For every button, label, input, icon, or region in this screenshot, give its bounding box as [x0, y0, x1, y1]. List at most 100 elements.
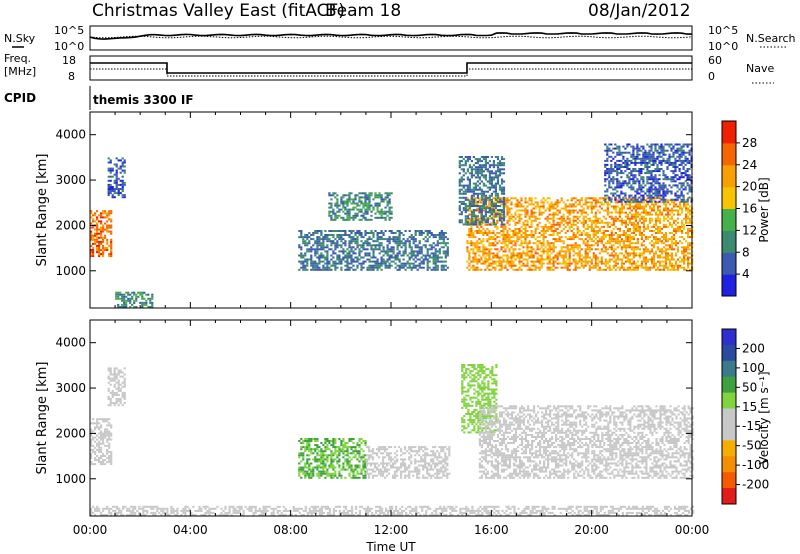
heatmap-cell — [672, 219, 676, 222]
heatmap-cell — [119, 291, 122, 294]
heatmap-cell — [620, 207, 623, 210]
heatmap-cell — [516, 252, 519, 255]
heatmap-cell — [590, 238, 593, 241]
heatmap-cell — [342, 196, 345, 199]
heatmap-cell — [660, 163, 663, 166]
heatmap-cell — [412, 266, 415, 269]
heatmap-cell — [546, 266, 549, 269]
heatmap-cell — [480, 164, 483, 167]
heatmap-cell — [494, 223, 497, 226]
heatmap-cell — [106, 238, 109, 241]
heatmap-cell — [618, 236, 621, 239]
heatmap-cell — [558, 252, 561, 255]
heatmap-cell — [618, 227, 621, 230]
heatmap-cell — [388, 262, 391, 265]
heatmap-cell — [606, 207, 609, 210]
heatmap-cell — [679, 225, 682, 228]
heatmap-cell — [121, 297, 124, 300]
heatmap-cell — [560, 215, 563, 218]
heatmap-cell — [572, 223, 575, 226]
heatmap-cell — [664, 254, 668, 257]
heatmap-cell — [582, 256, 585, 259]
heatmap-cell — [604, 230, 607, 232]
heatmap-cell — [468, 236, 471, 239]
heatmap-cell — [578, 219, 581, 222]
heatmap-cell — [458, 200, 461, 203]
heatmap-cell — [636, 178, 639, 181]
heatmap-cell — [442, 250, 445, 253]
heatmap-cell — [642, 159, 645, 162]
heatmap-cell — [324, 256, 327, 259]
heatmap-cell — [552, 232, 555, 234]
heatmap-cell — [650, 196, 653, 199]
heatmap-cell — [468, 203, 471, 205]
heatmap-cell — [360, 262, 363, 265]
heatmap-cell — [620, 182, 623, 185]
heatmap-cell — [681, 223, 684, 226]
heatmap-cell — [115, 173, 118, 176]
heatmap-cell — [480, 190, 483, 193]
heatmap-cell — [348, 234, 351, 236]
heatmap-cell — [494, 248, 497, 251]
heatmap-cell — [376, 260, 379, 263]
heatmap-cell — [310, 234, 313, 236]
heatmap-cell — [346, 256, 349, 259]
heatmap-cell — [662, 246, 666, 249]
heatmap-cell — [656, 207, 660, 210]
heatmap-cell — [664, 266, 668, 269]
heatmap-cell — [644, 203, 647, 206]
heatmap-cell — [488, 238, 491, 241]
heatmap-cell — [602, 262, 605, 265]
heatmap-cell — [626, 223, 629, 226]
heatmap-cell — [304, 258, 307, 261]
heatmap-cell — [644, 184, 647, 187]
nsky-series — [89, 32, 692, 40]
heatmap-cell — [584, 197, 587, 200]
heatmap-cell — [426, 252, 429, 255]
heatmap-cell — [476, 194, 479, 197]
heatmap-cell — [672, 176, 675, 179]
heatmap-cell — [658, 151, 661, 154]
heatmap-cell — [151, 295, 154, 298]
heatmap-cell — [354, 242, 357, 245]
heatmap-cell — [640, 163, 643, 166]
heatmap-cell — [320, 230, 323, 232]
heatmap-cell — [356, 212, 359, 215]
heatmap-cell — [646, 236, 649, 239]
heatmap-cell — [676, 190, 679, 193]
heatmap-cell — [350, 248, 353, 251]
heatmap-cell — [620, 217, 623, 220]
heatmap-cell — [506, 256, 509, 259]
heatmap-cell — [117, 297, 120, 300]
heatmap-cell — [478, 201, 481, 204]
heatmap-cell — [404, 268, 407, 271]
heatmap-cell — [358, 248, 361, 251]
heatmap-cell — [137, 291, 140, 294]
heatmap-cell — [408, 264, 411, 267]
heatmap-cell — [380, 198, 383, 201]
heatmap-cell — [492, 190, 495, 193]
heatmap-cell — [470, 168, 473, 171]
heatmap-cell — [468, 230, 471, 232]
heatmap-cell — [370, 244, 373, 247]
heatmap-cell — [666, 207, 670, 210]
heatmap-cell — [660, 147, 663, 150]
heatmap-cell — [652, 264, 656, 267]
heatmap-cell — [662, 219, 666, 222]
heatmap-cell — [684, 155, 687, 158]
heatmap-cell — [546, 219, 549, 222]
colorbar-segment — [722, 230, 736, 253]
heatmap-cell — [428, 256, 431, 259]
heatmap-cell — [444, 242, 447, 245]
heatmap-cell — [458, 166, 461, 169]
heatmap-cell — [490, 180, 493, 183]
heatmap-cell — [608, 196, 611, 199]
nsky-label: N.Sky — [4, 32, 36, 45]
heatmap-cell — [151, 293, 154, 296]
heatmap-cell — [672, 163, 675, 166]
heatmap-cell — [630, 178, 633, 181]
heatmap-cell — [676, 227, 680, 230]
heatmap-cell — [666, 238, 670, 241]
heatmap-cell — [372, 240, 375, 243]
